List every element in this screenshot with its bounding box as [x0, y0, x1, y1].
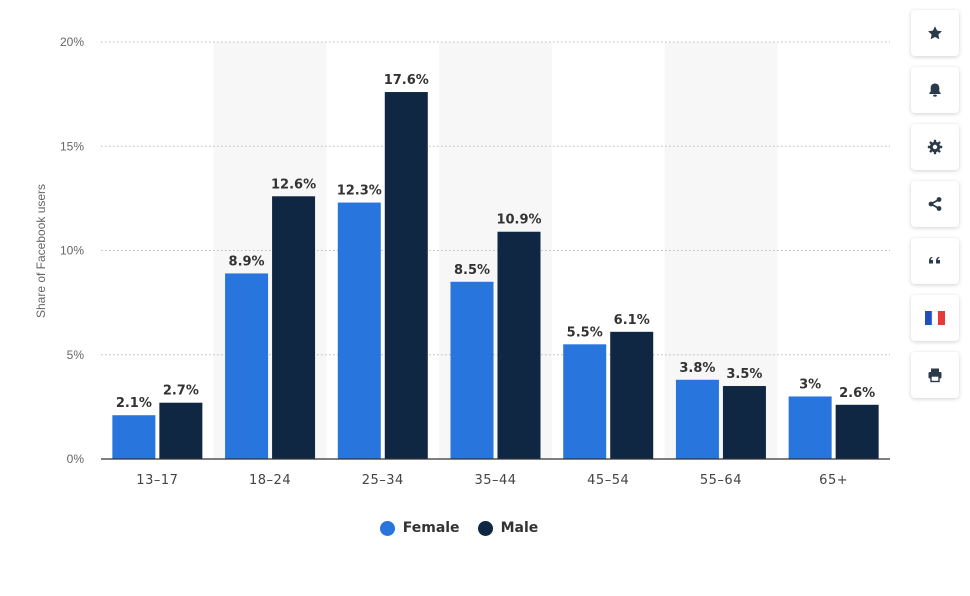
legend-item-male[interactable]: Male — [477, 520, 539, 536]
bar-female-18-24 — [225, 273, 269, 459]
data-label-male-18-24: 12.6% — [271, 177, 316, 192]
x-tick-label: 18–24 — [249, 473, 291, 488]
bar-male-35-44 — [497, 231, 541, 459]
data-label-female-18-24: 8.9% — [229, 254, 265, 269]
print-button[interactable] — [911, 352, 959, 398]
bar-female-65+ — [788, 396, 832, 459]
y-tick-label: 15% — [60, 139, 84, 153]
bar-female-13-17 — [112, 415, 156, 459]
printer-icon — [927, 367, 943, 383]
bar-female-35-44 — [450, 281, 494, 459]
bar-female-55-64 — [675, 379, 719, 459]
data-label-male-65+: 2.6% — [839, 386, 875, 401]
legend-label-female: Female — [402, 520, 460, 536]
star-icon — [927, 25, 943, 41]
x-tick-label: 35–44 — [474, 473, 516, 488]
bar-male-13-17 — [159, 402, 203, 459]
quote-icon — [927, 253, 943, 269]
x-tick-label: 13–17 — [136, 473, 178, 488]
favorite-button[interactable] — [911, 10, 959, 56]
bar-chart: 0% 5% 10% 15% 20% Share of Facebook users 2.1%… — [34, 35, 890, 488]
legend-label-male: Male — [500, 520, 539, 536]
legend-item-female[interactable]: Female — [379, 520, 460, 536]
x-tick-label: 45–54 — [587, 473, 629, 488]
bar-male-55-64 — [722, 386, 766, 459]
french-flag-icon — [925, 311, 945, 325]
y-tick-label: 5% — [67, 348, 85, 362]
chart-legend: Female Male — [0, 520, 918, 536]
legend-swatch-female — [379, 520, 395, 536]
bar-male-25-34 — [384, 92, 428, 459]
y-tick-label: 20% — [60, 35, 84, 49]
bar-female-45-54 — [563, 344, 607, 459]
share-button[interactable] — [911, 181, 959, 227]
bell-icon — [927, 82, 943, 98]
data-label-male-25-34: 17.6% — [384, 73, 429, 88]
y-tick-label: 0% — [67, 452, 85, 466]
bar-male-45-54 — [610, 331, 654, 459]
y-axis-title: Share of Facebook users — [34, 184, 48, 318]
data-label-female-13-17: 2.1% — [116, 396, 152, 411]
language-button[interactable] — [911, 295, 959, 341]
data-label-female-35-44: 8.5% — [454, 263, 490, 278]
settings-button[interactable] — [911, 124, 959, 170]
data-label-female-25-34: 12.3% — [337, 184, 382, 199]
x-tick-label: 65+ — [819, 473, 848, 488]
data-label-male-55-64: 3.5% — [726, 367, 762, 382]
x-tick-label: 25–34 — [362, 473, 404, 488]
y-tick-label: 10% — [60, 244, 84, 258]
chart-tools-sidebar — [911, 10, 959, 409]
bar-female-25-34 — [337, 202, 381, 460]
data-label-female-45-54: 5.5% — [567, 325, 603, 340]
notification-button[interactable] — [911, 67, 959, 113]
gear-icon — [927, 139, 943, 155]
bar-male-18-24 — [272, 196, 316, 460]
share-icon — [927, 196, 943, 212]
legend-swatch-male — [477, 520, 493, 536]
data-label-female-65+: 3% — [799, 377, 821, 392]
data-label-male-45-54: 6.1% — [614, 313, 650, 328]
data-label-male-13-17: 2.7% — [163, 384, 199, 399]
bar-male-65+ — [835, 404, 879, 459]
data-label-female-55-64: 3.8% — [679, 361, 715, 376]
cite-button[interactable] — [911, 238, 959, 284]
x-tick-label: 55–64 — [700, 473, 742, 488]
data-label-male-35-44: 10.9% — [496, 213, 541, 228]
